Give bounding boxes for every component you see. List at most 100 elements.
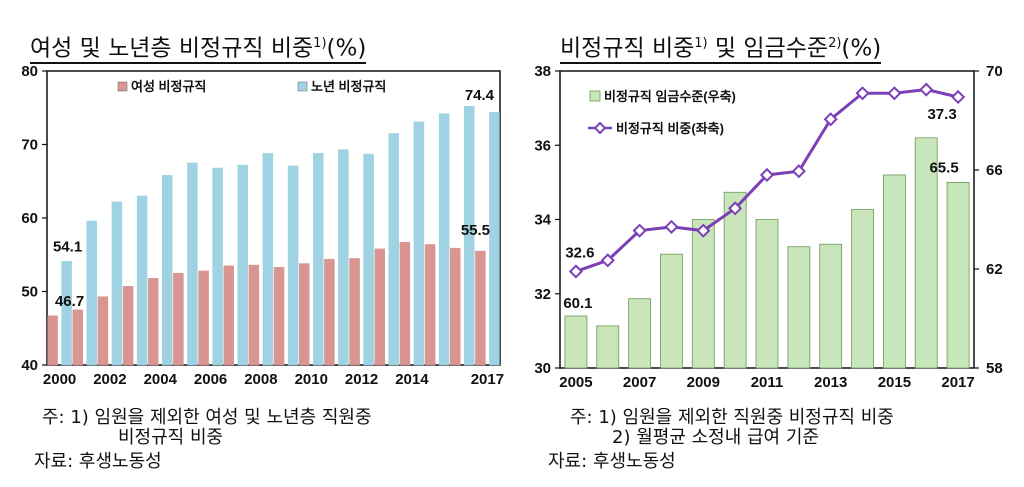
bar-elderly-nonregular [162,175,173,366]
line-marker [696,223,711,238]
left-bar-chart: 40 50 60 70 80 2000 2002 2004 2006 2008 2010 2012 20… [21,63,504,388]
left-y-tick-label: 30 [534,360,551,377]
bar-wage-level [723,191,747,369]
x-tick-label: 2008 [244,371,277,388]
right-title-footnote-mark-2: 2) [828,36,842,51]
line-marker [823,112,838,127]
left-y-tick-label: 36 [534,137,551,154]
line-marker [951,89,966,105]
bar-elderly-nonregular [262,153,274,366]
bar-elderly-nonregular [338,149,349,366]
bar-wage-level [819,243,843,369]
bar-elderly-nonregular [313,153,324,366]
bar-elderly-nonregular [413,121,425,366]
right-y-tick-label: 62 [986,261,1003,278]
data-label: 65.5 [929,159,958,176]
line-marker [791,164,806,179]
left-chart-title: 여성 및 노년층 비정규직 비중1)(%) [30,26,367,64]
bar-wage-level [755,219,779,369]
bar-women-nonregular [198,270,209,366]
right-title-mid: 및 임금수준 [707,35,829,62]
bar-women-nonregular [374,248,385,366]
bar-elderly-nonregular [187,162,198,366]
line-marker [664,219,679,234]
right-title-footnote-mark-1: 1) [694,36,708,51]
line-marker [600,253,615,268]
right-y-tick-label: 70 [986,63,1003,80]
left-footnote-line1: 주: 1) 임원을 제외한 여성 및 노년층 직원중 [42,407,372,428]
bar-women-nonregular [424,244,436,366]
left-title-footnote-mark: 1) [313,36,327,51]
legend-swatch-women [117,81,128,92]
x-tick-label: 2005 [559,374,592,391]
legend-label: 비정규직 비중(좌축) [616,121,724,136]
data-label: 55.5 [461,222,490,239]
bar-women-nonregular [349,258,360,366]
bar-women-nonregular [273,266,285,366]
left-y-tick-label: 34 [534,212,551,229]
line-marker [759,167,775,183]
left-footnote-line2: 비정규직 비중 [118,427,224,448]
bar-elderly-nonregular [136,195,148,366]
bar-women-nonregular [173,272,184,366]
bar-wage-level [628,298,652,369]
right-source: 자료: 후생노동성 [548,451,676,472]
bar-wage-level [946,181,970,369]
legend-marker-share [593,121,607,135]
bar-elderly-nonregular [489,111,500,366]
x-tick-label: 2012 [345,371,378,388]
left-y-tick-label: 38 [534,63,551,80]
bar-women-nonregular [122,286,134,366]
right-chart-title: 비정규직 비중1) 및 임금수준2)(%) [560,26,882,64]
line-marker [728,201,743,216]
x-tick-label: 2006 [194,371,227,388]
bar-wage-level [596,325,620,369]
bar-wage-level [914,137,938,369]
plot-area-frame [46,70,501,366]
x-tick-label: 2007 [623,374,656,391]
line-marker [632,223,647,238]
y-tick-label: 80 [21,63,38,80]
right-footnote-line2: 2) 월평균 소정내 급여 기준 [612,427,819,448]
x-tick-label: 2000 [43,371,76,388]
bar-wage-level [882,174,906,369]
bar-elderly-nonregular [388,133,399,366]
bar-women-nonregular [399,242,411,366]
right-combo-chart: 30 32 34 36 38 58 62 66 70 2005 2007 2009 2011 2013 20… [534,63,1003,391]
bar-women-nonregular [248,264,260,366]
data-label: 54.1 [53,238,82,255]
x-tick-label: 2015 [878,374,911,391]
bar-elderly-nonregular [464,106,475,366]
bar-women-nonregular [47,315,58,366]
line-marker [887,86,902,101]
x-tick-label: 2014 [395,371,429,388]
y-tick-label: 70 [21,137,38,154]
y-tick-label: 40 [21,357,38,374]
x-tick-label: 2017 [941,374,974,391]
bar-wage-level [851,209,874,369]
bar-women-nonregular [450,247,461,366]
legend-label: 여성 비정규직 [131,79,206,94]
legend-label: 노년 비정규직 [311,79,386,94]
right-y-tick-label: 66 [986,162,1003,179]
left-title-main: 여성 및 노년층 비정규직 비중 [30,35,314,62]
y-tick-label: 60 [21,210,38,227]
bar-wage-level [787,246,811,369]
x-tick-label: 2017 [471,371,504,388]
right-footnote-line1: 주: 1) 임원을 제외한 직원중 비정규직 비중 [570,407,894,428]
data-label: 37.3 [927,106,956,123]
x-tick-label: 2013 [814,374,847,391]
bar-women-nonregular [72,309,83,366]
line-marker [855,86,870,101]
bar-women-nonregular [148,278,159,366]
bar-elderly-nonregular [363,153,374,366]
line-marker [919,82,934,97]
data-label: 74.4 [465,87,495,104]
x-tick-label: 2010 [295,371,328,388]
legend-label: 비정규직 임금수준(우축) [604,89,736,104]
bar-women-nonregular [299,263,310,366]
bar-elderly-nonregular [111,201,123,366]
x-tick-label: 2009 [687,374,720,391]
right-title-main: 비정규직 비중 [560,35,695,62]
left-y-tick-label: 32 [534,286,551,303]
